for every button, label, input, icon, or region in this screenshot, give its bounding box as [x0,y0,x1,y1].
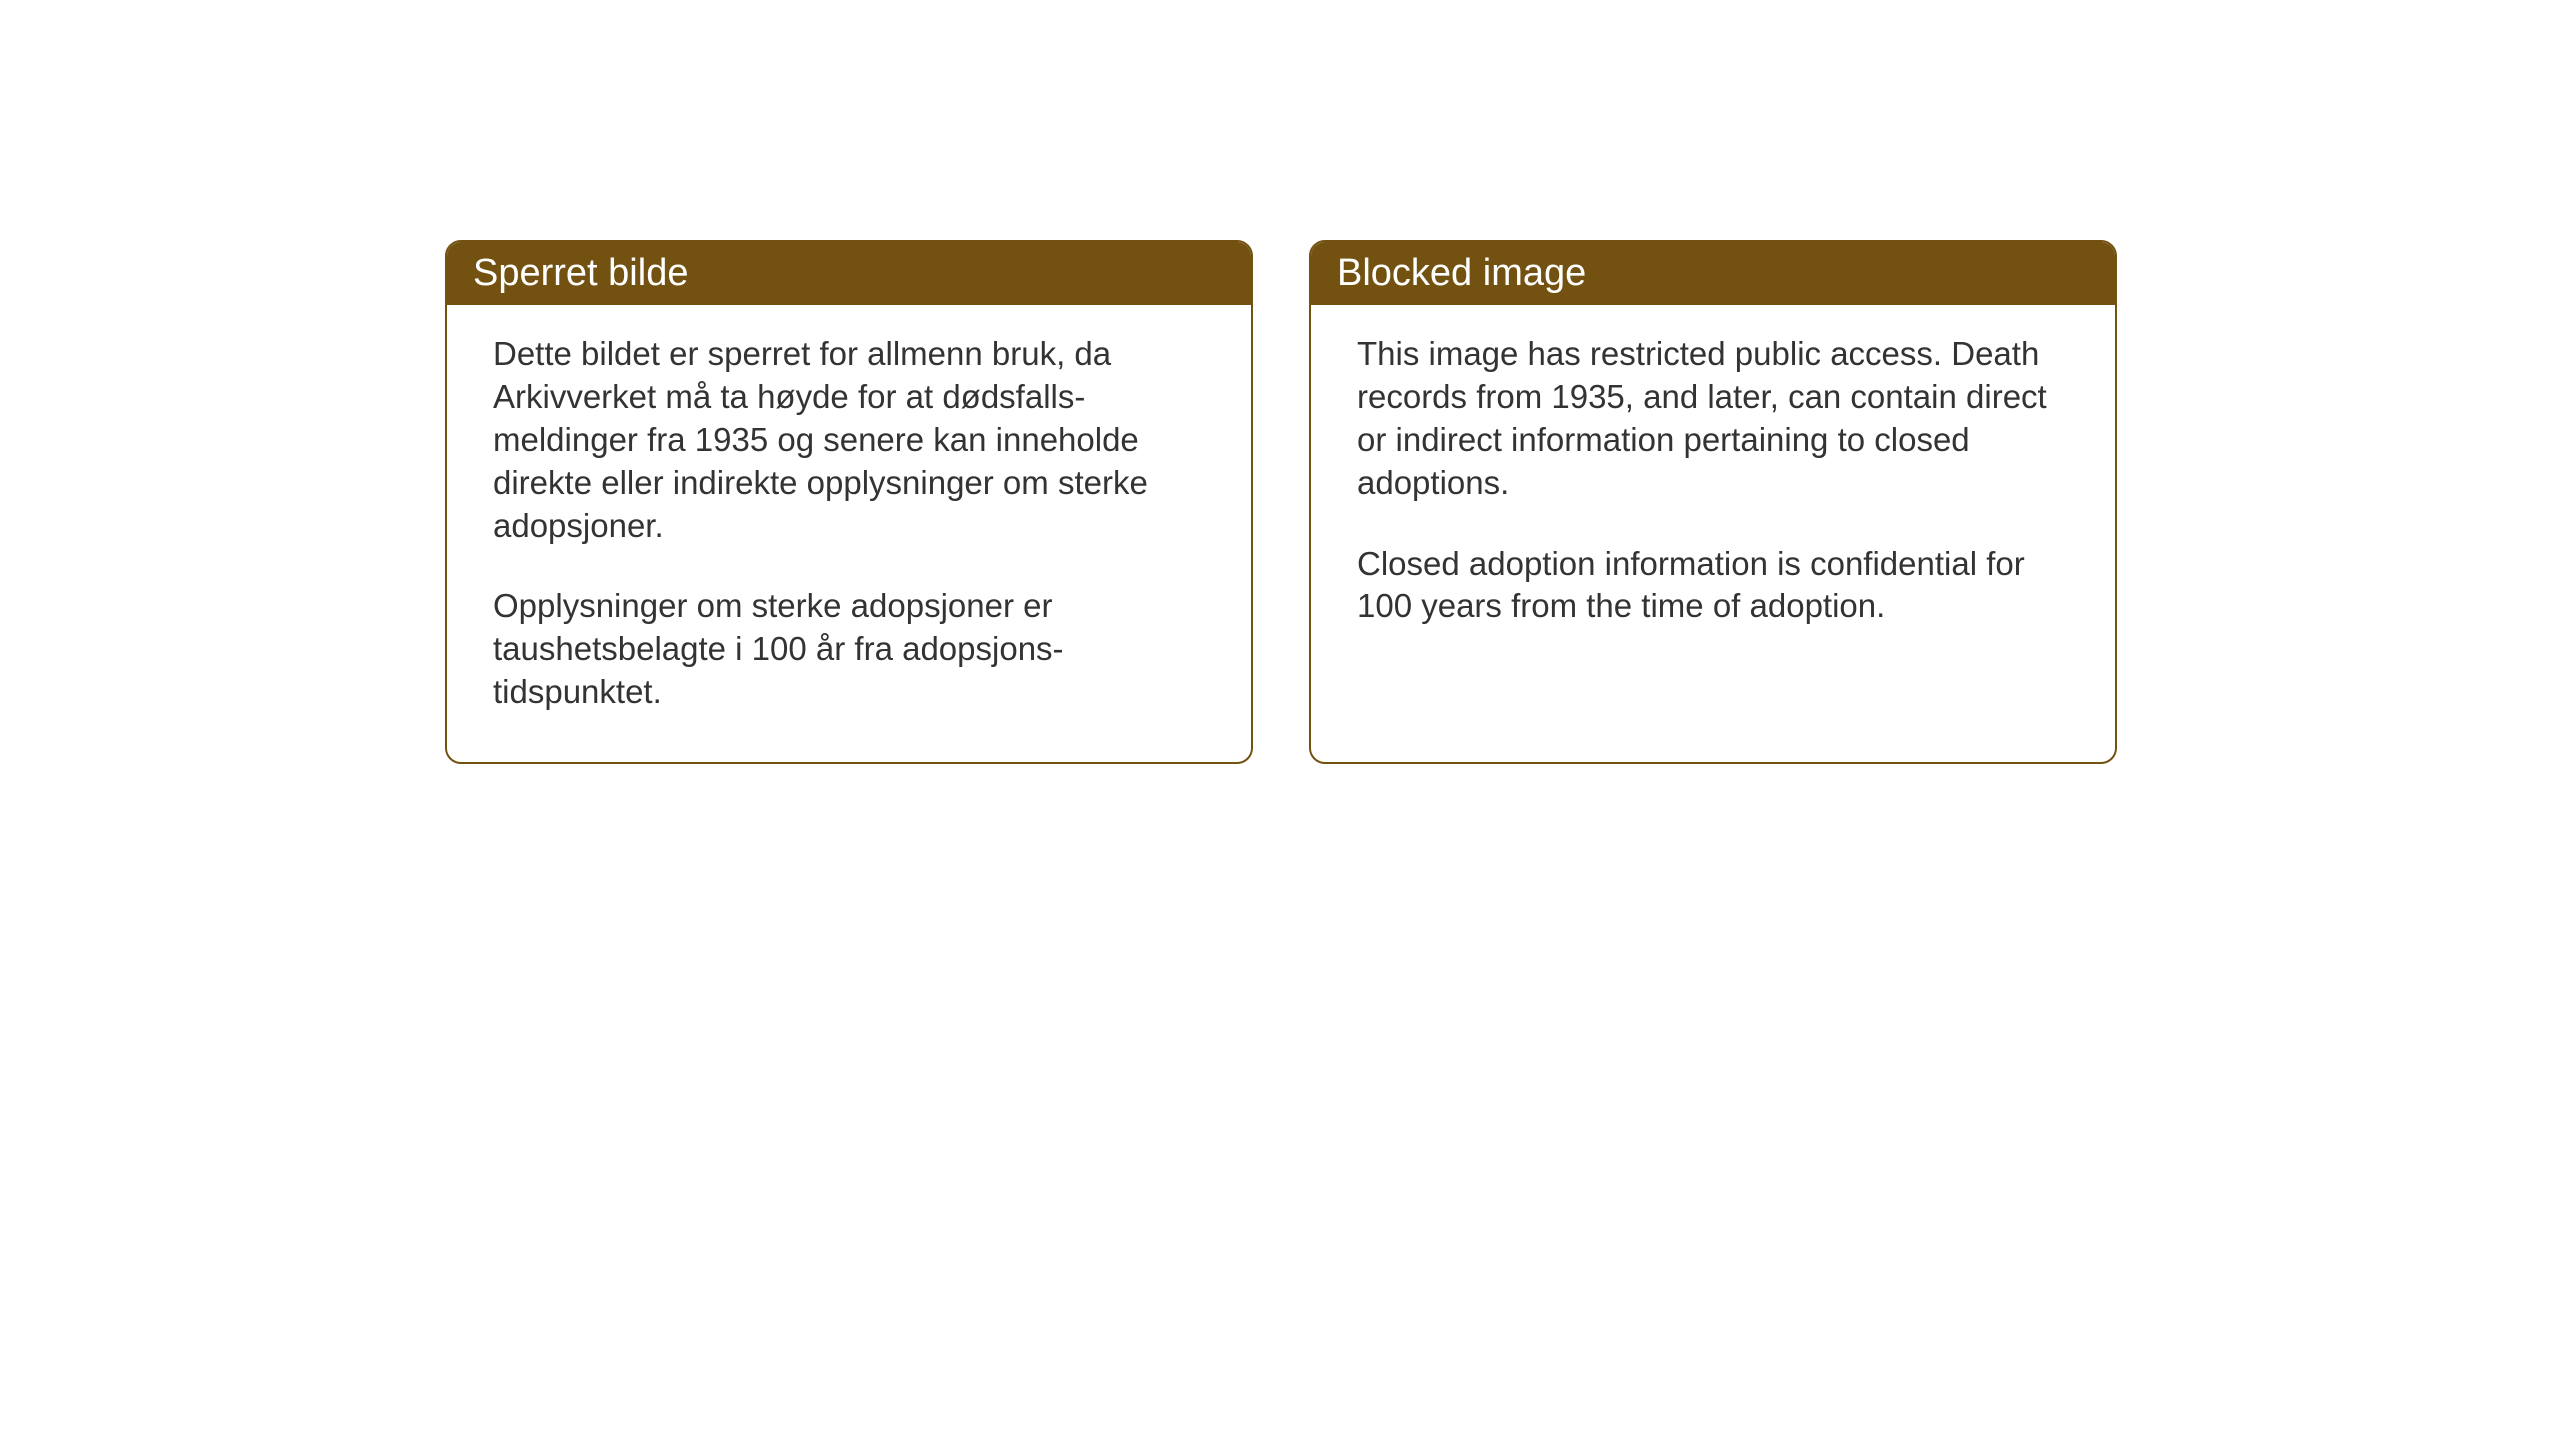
english-card-header: Blocked image [1311,242,2115,305]
norwegian-card-header: Sperret bilde [447,242,1251,305]
english-card: Blocked image This image has restricted … [1309,240,2117,764]
norwegian-card: Sperret bilde Dette bildet er sperret fo… [445,240,1253,764]
norwegian-paragraph-2: Opplysninger om sterke adopsjoner er tau… [493,585,1205,714]
english-paragraph-2: Closed adoption information is confident… [1357,543,2069,629]
english-paragraph-1: This image has restricted public access.… [1357,333,2069,505]
cards-container: Sperret bilde Dette bildet er sperret fo… [445,240,2117,764]
norwegian-paragraph-1: Dette bildet er sperret for allmenn bruk… [493,333,1205,547]
norwegian-card-title: Sperret bilde [473,252,688,294]
norwegian-card-body: Dette bildet er sperret for allmenn bruk… [447,305,1251,762]
english-card-title: Blocked image [1337,252,1586,294]
english-card-body: This image has restricted public access.… [1311,305,2115,735]
